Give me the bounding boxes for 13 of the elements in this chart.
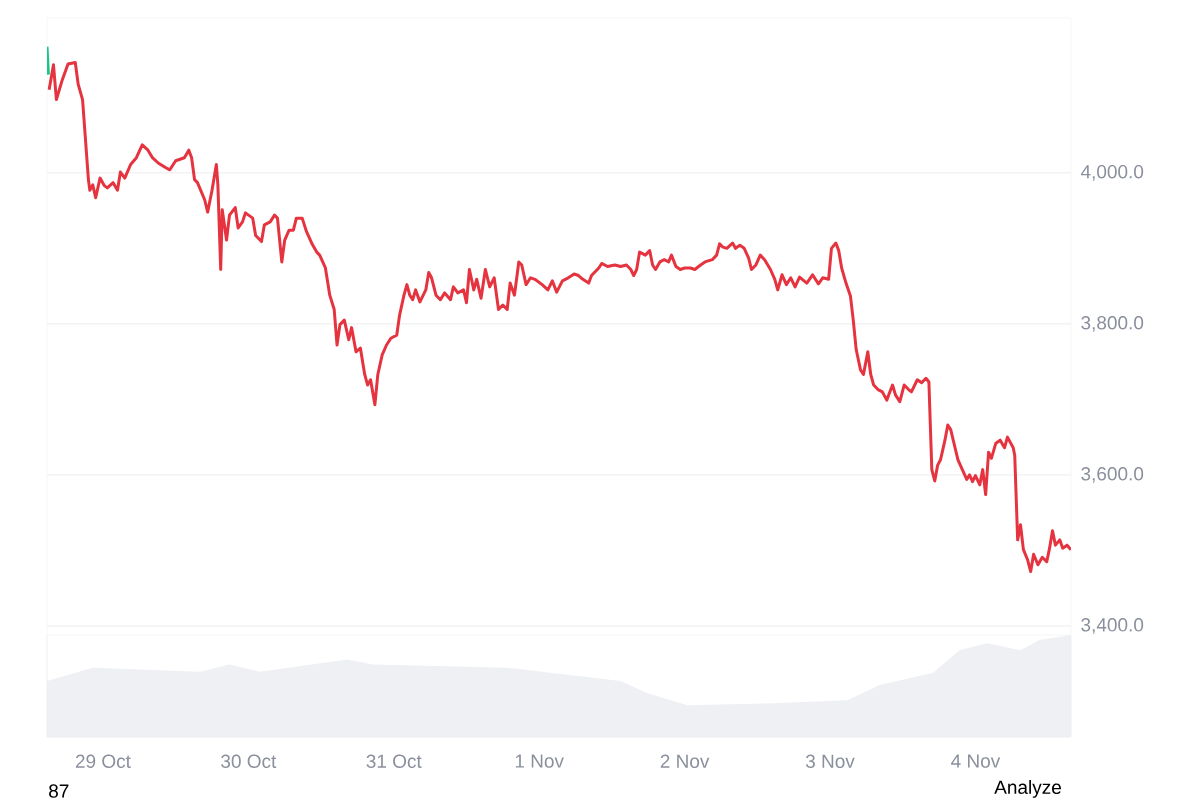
x-tick-label: 3 Nov — [805, 754, 855, 768]
x-tick-label: 29 Oct — [75, 754, 131, 768]
text: Analyze — [994, 780, 1061, 798]
text: 87 — [49, 784, 69, 798]
x-tick-label: 2 Nov — [660, 754, 710, 768]
y-tick-label: 3,800.0 — [1081, 316, 1144, 332]
y-tick-label: 3,400.0 — [1081, 618, 1144, 634]
y-tick-label: 4,000.0 — [1080, 164, 1144, 181]
y-tick-label: 3,600.0 — [1081, 467, 1144, 483]
x-tick-label: 4 Nov — [951, 754, 1001, 768]
x-tick-label: 1 Nov — [515, 754, 564, 768]
x-tick-label: 31 Oct — [366, 754, 422, 768]
x-tick-label: 30 Oct — [221, 754, 277, 768]
